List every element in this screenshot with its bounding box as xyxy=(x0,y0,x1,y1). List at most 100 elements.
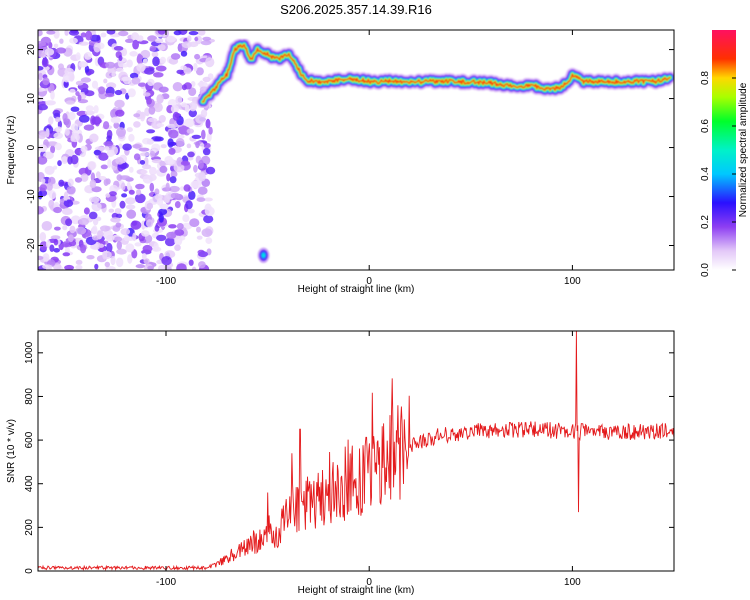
noise-blob xyxy=(70,154,79,165)
noise-blob xyxy=(85,30,93,41)
noise-blob xyxy=(80,77,92,83)
noise-blob xyxy=(105,61,116,69)
colorbar-tick-label: 0.6 xyxy=(700,119,711,133)
colorbar: 0.0 0.2 0.4 0.6 0.8 Normalized spectral ampl… xyxy=(700,30,749,277)
noise-blob xyxy=(41,221,53,231)
noise-blob xyxy=(181,41,192,49)
noise-blob xyxy=(129,166,134,173)
noise-blob xyxy=(64,30,69,36)
noise-blob xyxy=(103,178,109,187)
noise-blob xyxy=(149,166,157,176)
noise-blob xyxy=(61,241,70,248)
y-tick-label: 400 xyxy=(24,475,35,492)
noise-blob xyxy=(188,259,194,266)
noise-blob xyxy=(170,170,178,178)
snr-x-label: Height of straight line (km) xyxy=(298,585,415,596)
noise-blob xyxy=(165,182,170,192)
noise-blob xyxy=(127,88,136,98)
spectrogram-heatmap xyxy=(38,30,674,270)
spectrogram-x-label: Height of straight line (km) xyxy=(298,284,415,295)
noise-blob xyxy=(146,138,154,145)
noise-blob xyxy=(202,76,211,83)
noise-blob xyxy=(78,41,89,46)
noise-blob xyxy=(54,142,62,151)
noise-blob xyxy=(149,45,157,52)
noise-blob xyxy=(166,231,177,239)
noise-blob xyxy=(84,65,90,73)
signal-track xyxy=(196,38,674,109)
noise-blob xyxy=(175,95,183,105)
noise-blob xyxy=(154,224,160,232)
noise-blob xyxy=(75,80,84,86)
noise-blob xyxy=(193,164,198,173)
noise-blob xyxy=(203,197,213,202)
noise-blob xyxy=(39,232,47,242)
noise-blob xyxy=(144,156,149,167)
noise-blob xyxy=(161,256,172,266)
noise-blob xyxy=(135,183,145,190)
noise-blob xyxy=(110,255,116,266)
noise-blob xyxy=(126,127,133,133)
noise-blob xyxy=(74,177,83,183)
noise-blob xyxy=(75,226,87,235)
noise-blob xyxy=(140,169,148,175)
noise-blob xyxy=(113,121,120,129)
noise-blob xyxy=(83,124,95,131)
noise-blob xyxy=(55,116,61,123)
noise-blob xyxy=(138,147,150,152)
noise-blob xyxy=(156,234,167,242)
noise-blob xyxy=(156,198,164,206)
noise-blob xyxy=(89,133,99,143)
noise-blob xyxy=(176,263,187,270)
noise-blob xyxy=(205,118,211,129)
noise-blob xyxy=(107,159,112,168)
noise-blob xyxy=(118,30,129,37)
noise-blob xyxy=(153,242,159,252)
noise-blob xyxy=(64,264,75,270)
y-tick-label: -20 xyxy=(26,238,37,253)
noise-blob xyxy=(80,145,88,153)
noise-blob xyxy=(106,234,115,242)
noise-blob xyxy=(122,143,132,151)
noise-blob xyxy=(142,58,148,64)
noise-blob xyxy=(55,126,62,133)
noise-blob xyxy=(156,123,165,128)
noise-blob xyxy=(75,52,81,61)
y-tick-label: 200 xyxy=(24,519,35,536)
noise-blob xyxy=(98,86,106,95)
noise-blob xyxy=(92,235,100,241)
noise-blob xyxy=(164,155,174,165)
noise-blob xyxy=(104,261,111,268)
noise-blob xyxy=(91,202,102,212)
noise-blob xyxy=(42,253,50,262)
x-tick-label: -100 xyxy=(156,276,176,287)
chart-title: S206.2025.357.14.39.R16 xyxy=(280,2,432,17)
noise-blob xyxy=(65,118,71,128)
noise-blob xyxy=(206,132,212,142)
noise-blob xyxy=(38,50,45,57)
noise-blob xyxy=(120,228,131,236)
noise-blob xyxy=(106,135,112,141)
noise-blob xyxy=(53,132,63,139)
noise-blob xyxy=(38,87,46,92)
noise-blob xyxy=(119,175,131,181)
noise-blob xyxy=(199,143,205,148)
noise-blob xyxy=(176,223,184,230)
noise-blob xyxy=(70,135,75,142)
noise-blob xyxy=(133,121,141,128)
noise-blob xyxy=(39,184,47,192)
noise-blob xyxy=(38,30,43,37)
noise-blob xyxy=(139,111,146,122)
noise-blob xyxy=(180,50,188,57)
noise-blob xyxy=(188,30,199,36)
noise-blob xyxy=(141,164,152,170)
y-tick-label: 0 xyxy=(24,568,35,574)
noise-blob xyxy=(188,190,196,200)
noise-blob xyxy=(198,261,206,269)
noise-blob xyxy=(127,254,133,264)
y-tick-label: 800 xyxy=(24,388,35,405)
noise-blob xyxy=(80,244,87,254)
noise-blob xyxy=(181,84,187,91)
noise-blob xyxy=(46,30,56,35)
noise-blob xyxy=(48,190,57,200)
